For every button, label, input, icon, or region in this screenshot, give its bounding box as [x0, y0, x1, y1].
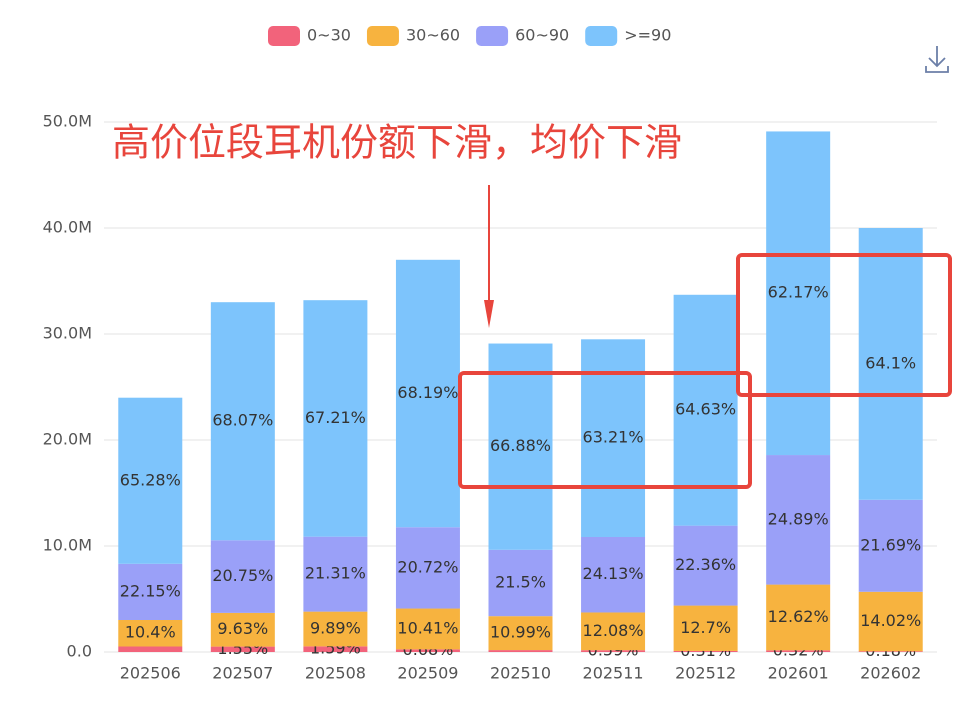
bar-segment: [858, 591, 923, 652]
bar-segment: [118, 619, 183, 647]
segment-label: 66.88%: [490, 436, 551, 455]
segment-label: 64.63%: [675, 400, 736, 419]
y-tick-label: 20.0M: [43, 430, 92, 449]
bar-segment: [673, 605, 738, 651]
x-tick-label: 202508: [305, 664, 366, 683]
legend-swatch: [366, 26, 399, 46]
bar-segment: [210, 646, 275, 652]
segment-label: 12.7%: [680, 618, 731, 637]
bar-segment: [766, 455, 831, 585]
segment-label: 9.89%: [310, 618, 361, 637]
bar-segment: [766, 131, 831, 456]
bar-segment: [673, 650, 738, 652]
x-tick-label: 202512: [675, 664, 736, 683]
x-tick-label: 202506: [120, 664, 181, 683]
segment-label: 22.36%: [675, 555, 736, 574]
bar-segment: [118, 646, 183, 652]
legend-label: 30~60: [406, 26, 460, 45]
segment-label: 68.07%: [212, 411, 273, 430]
segment-label: 21.5%: [495, 572, 546, 591]
bar-segment: [488, 549, 553, 617]
y-tick-label: 40.0M: [43, 218, 92, 237]
bar-segment: [210, 302, 275, 541]
segment-label: 10.4%: [125, 623, 176, 642]
bar-segment: [303, 536, 368, 612]
segment-label: 62.17%: [768, 283, 829, 302]
segment-label: 24.89%: [768, 509, 829, 528]
bar-segment: [303, 300, 368, 537]
arrow-head: [484, 300, 494, 328]
segment-label: 10.41%: [397, 618, 458, 637]
segment-label: 67.21%: [305, 408, 366, 427]
x-tick-label: 202511: [583, 664, 644, 683]
bar-segment: [581, 650, 646, 652]
segment-label: 24.13%: [583, 564, 644, 583]
bar-segment: [673, 525, 738, 606]
legend-label: >=90: [624, 26, 671, 45]
arrow: [484, 185, 494, 328]
segment-label: 14.02%: [860, 611, 921, 630]
legend-label: 0~30: [307, 26, 351, 45]
segment-label: 9.63%: [217, 619, 268, 638]
segment-label: 65.28%: [120, 470, 181, 489]
segment-label: 21.69%: [860, 535, 921, 554]
x-tick-label: 202507: [212, 664, 273, 683]
bar-segment: [303, 611, 368, 647]
legend-swatch: [476, 26, 509, 46]
segment-label: 12.62%: [768, 607, 829, 626]
bar-segment: [395, 259, 460, 528]
bar-segment: [118, 563, 183, 620]
bar-segment: [581, 536, 646, 613]
segment-label: 22.15%: [120, 581, 181, 600]
bar-segment: [488, 616, 553, 651]
y-tick-label: 50.0M: [43, 112, 92, 131]
segment-label: 68.19%: [397, 383, 458, 402]
y-tick-label: 10.0M: [43, 536, 92, 555]
segment-label: 12.08%: [583, 621, 644, 640]
bar-segment: [303, 646, 368, 652]
bar-segment: [581, 612, 646, 651]
segment-label: 21.31%: [305, 564, 366, 583]
bar-segment: [395, 608, 460, 650]
bar-segment: [118, 397, 183, 564]
bar-segment: [858, 228, 923, 500]
download-glyph: [925, 46, 949, 73]
segment-label: 64.1%: [865, 353, 916, 372]
bar-segment: [210, 612, 275, 647]
download-icon[interactable]: [925, 46, 949, 73]
segment-label: 20.75%: [212, 566, 273, 585]
bar-segment: [858, 651, 923, 652]
bar-segment: [395, 649, 460, 652]
bar-segment: [766, 584, 831, 651]
bar-segment: [395, 527, 460, 609]
legend-label: 60~90: [515, 26, 569, 45]
x-tick-label: 202602: [860, 664, 921, 683]
bar-segment: [488, 650, 553, 652]
segment-label: 20.72%: [397, 557, 458, 576]
x-tick-label: 202601: [768, 664, 829, 683]
legend: 0~30 30~60 60~90 >=90: [268, 26, 671, 46]
legend-swatch: [268, 26, 300, 46]
x-tick-label: 202510: [490, 664, 551, 683]
bar-segment: [488, 343, 553, 550]
y-tick-label: 30.0M: [43, 324, 92, 343]
bar-segment: [210, 540, 275, 613]
y-tick-label: 0.0: [67, 642, 92, 661]
bar-segment: [766, 650, 831, 652]
segment-label: 63.21%: [583, 428, 644, 447]
x-tick-label: 202509: [397, 664, 458, 683]
highlight-box: [458, 371, 752, 489]
bar-segment: [858, 499, 923, 592]
segment-label: 10.99%: [490, 623, 551, 642]
legend-swatch: [585, 26, 618, 46]
annotation: 高价位段耳机份额下滑，均价下滑: [112, 121, 682, 165]
highlight-box: [736, 253, 952, 397]
